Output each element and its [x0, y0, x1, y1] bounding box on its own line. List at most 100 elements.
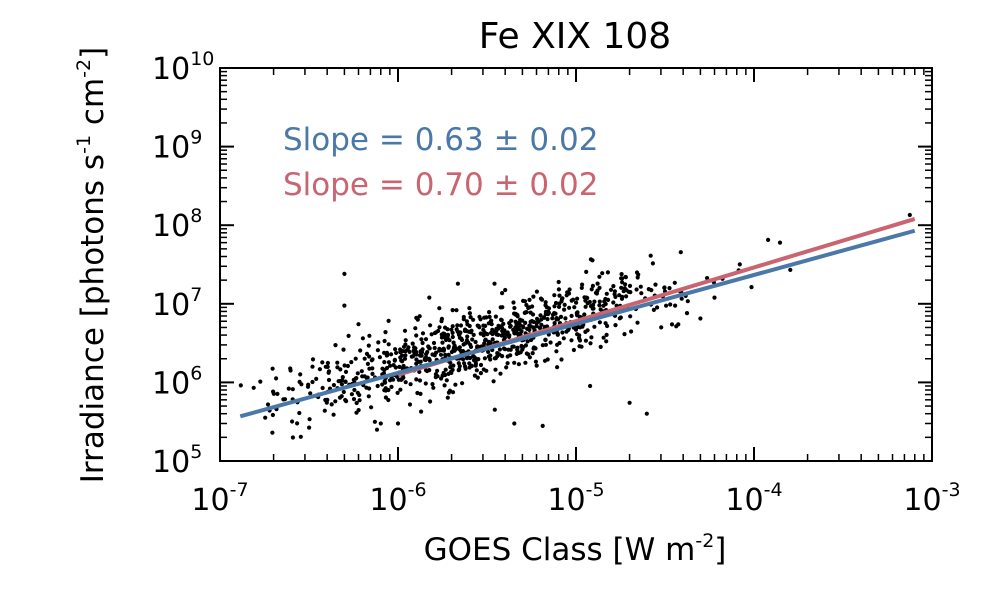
data-point — [461, 342, 466, 347]
data-point — [597, 320, 603, 325]
data-point — [438, 352, 444, 357]
data-point — [511, 344, 516, 349]
data-point — [459, 337, 465, 343]
data-point — [468, 315, 473, 320]
data-point — [580, 324, 585, 329]
data-point — [419, 350, 425, 355]
data-point — [475, 344, 480, 349]
data-point — [398, 387, 403, 392]
data-point — [580, 282, 585, 287]
data-point — [495, 351, 500, 356]
data-point — [410, 341, 415, 346]
data-point — [310, 364, 315, 369]
data-point — [592, 324, 597, 329]
data-point — [456, 330, 462, 335]
data-point — [766, 237, 771, 242]
data-point — [482, 315, 487, 320]
data-point — [566, 291, 572, 296]
data-point — [674, 324, 679, 329]
data-point — [473, 339, 478, 345]
data-point — [366, 394, 371, 399]
data-point — [569, 313, 574, 318]
data-point — [500, 354, 505, 359]
data-point — [336, 379, 341, 384]
data-point — [419, 337, 424, 342]
data-point — [456, 346, 462, 352]
data-point — [611, 300, 616, 305]
data-point — [417, 369, 422, 374]
data-point — [788, 267, 793, 272]
data-point — [453, 347, 458, 352]
data-point — [450, 390, 456, 395]
data-point — [538, 296, 544, 301]
data-point — [423, 368, 429, 373]
data-point — [685, 299, 690, 304]
data-point — [476, 357, 481, 362]
data-point — [556, 304, 562, 309]
data-point — [343, 379, 348, 384]
data-point — [423, 356, 428, 361]
data-point — [508, 353, 513, 358]
data-point — [415, 317, 420, 322]
data-point — [383, 386, 388, 391]
data-point — [487, 310, 492, 315]
data-point — [749, 285, 754, 290]
data-point — [639, 291, 644, 296]
data-point — [598, 344, 603, 349]
data-point — [339, 394, 344, 399]
data-point — [619, 276, 624, 281]
data-point — [655, 305, 660, 310]
data-point — [552, 321, 557, 326]
data-point — [443, 367, 448, 372]
data-point — [504, 365, 509, 370]
data-point — [500, 305, 505, 310]
data-point — [604, 332, 609, 337]
data-point — [367, 386, 372, 391]
data-point — [429, 332, 434, 337]
data-point — [529, 337, 534, 343]
data-point — [503, 287, 508, 293]
data-point — [576, 335, 582, 340]
data-point — [553, 300, 559, 306]
slope-annotation-red: Slope = 0.70 ± 0.02 — [283, 167, 598, 203]
data-point — [360, 336, 365, 341]
y-axis-label: Irradiance [photons s-1 cm-2] — [73, 47, 111, 483]
data-point — [467, 311, 472, 316]
data-point — [629, 329, 634, 334]
data-point — [557, 301, 562, 306]
x-tick-label: 10-3 — [903, 479, 960, 518]
data-point — [362, 356, 367, 361]
data-point — [516, 362, 522, 367]
data-point — [461, 317, 466, 322]
data-point — [556, 279, 561, 285]
data-point — [496, 323, 501, 328]
data-point — [451, 363, 456, 368]
data-point — [333, 399, 338, 404]
data-point — [286, 386, 291, 391]
data-point — [579, 285, 584, 290]
data-point — [525, 326, 530, 331]
data-point — [458, 323, 464, 328]
data-point — [528, 324, 534, 329]
data-point — [635, 320, 640, 325]
data-point — [515, 314, 520, 319]
data-point — [493, 314, 498, 319]
data-point — [439, 376, 444, 381]
data-point — [431, 385, 436, 390]
data-point — [398, 355, 403, 360]
data-point — [534, 363, 539, 368]
data-point — [342, 363, 347, 368]
data-point — [634, 287, 639, 292]
data-point — [366, 343, 371, 348]
data-point — [644, 411, 649, 416]
data-point — [588, 383, 593, 389]
data-point — [349, 392, 354, 397]
data-point — [548, 340, 553, 345]
data-point — [493, 356, 498, 361]
data-point — [532, 327, 537, 333]
data-point — [517, 327, 522, 332]
data-point — [450, 308, 455, 313]
data-point — [443, 325, 448, 330]
data-point — [523, 360, 528, 365]
data-point — [478, 371, 483, 376]
